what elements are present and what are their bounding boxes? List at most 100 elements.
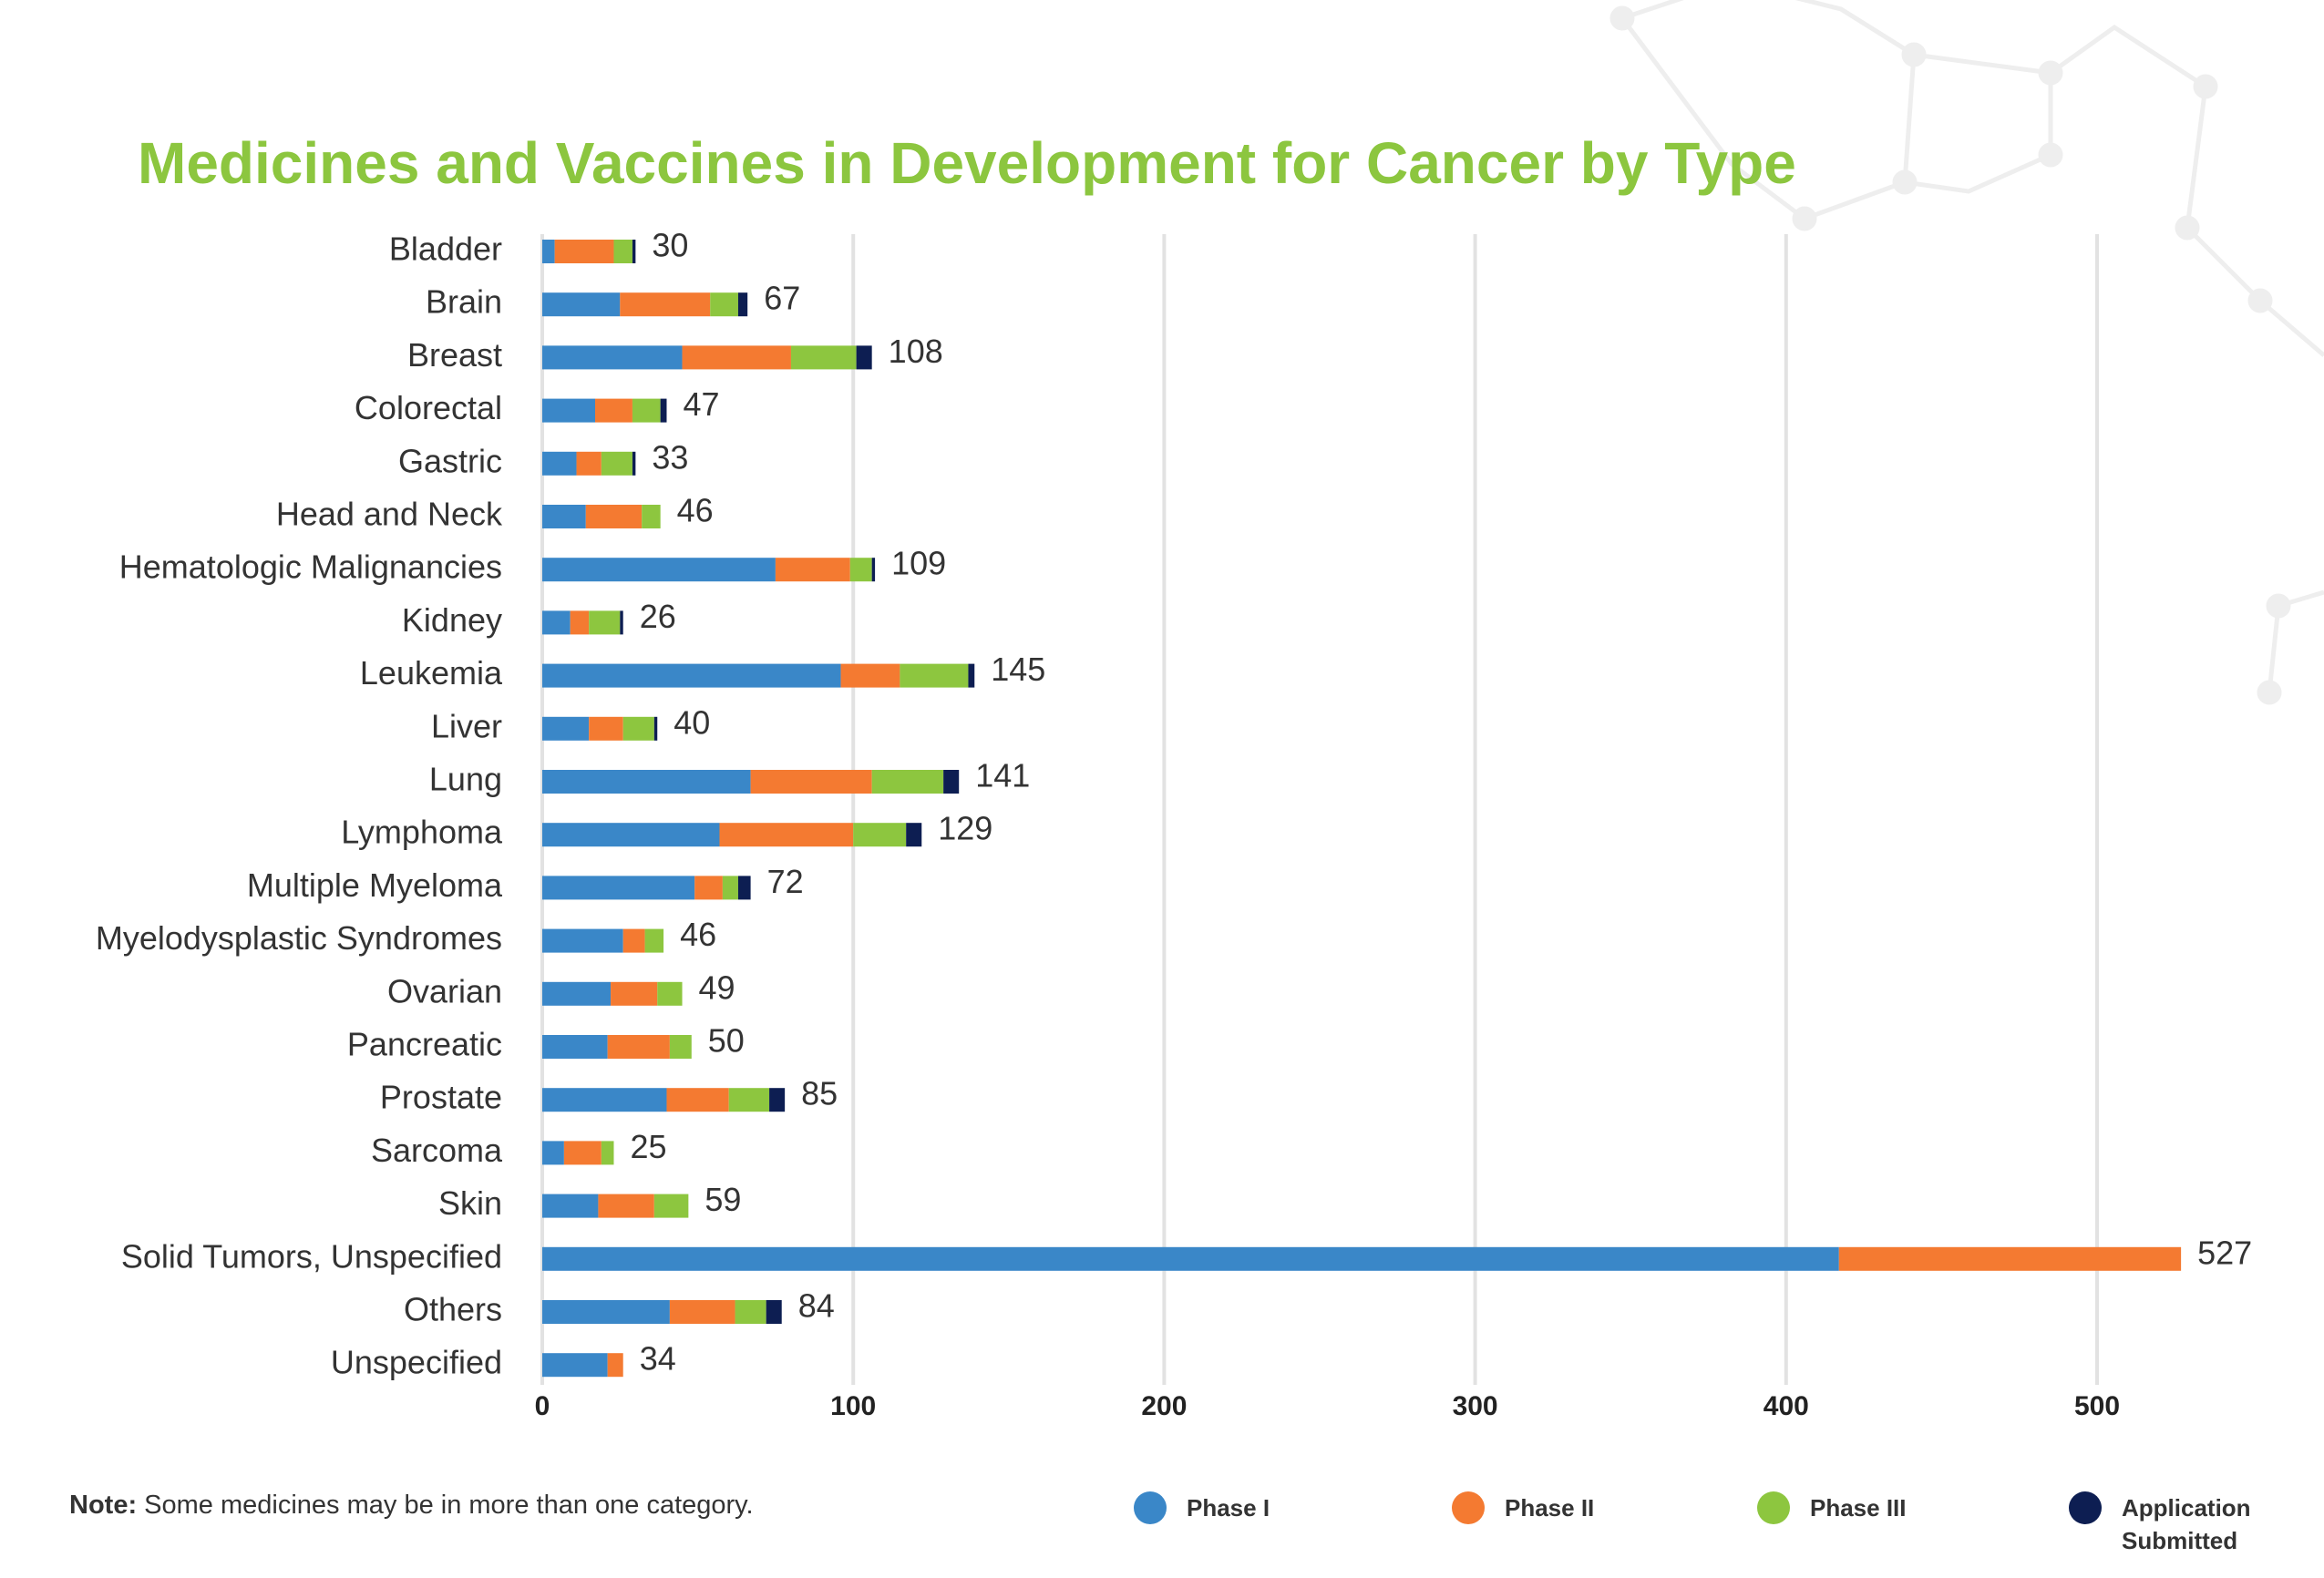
y-tick-label: Breast [407,336,502,374]
bar-segment [1838,1246,2182,1271]
bar-segment [589,610,621,635]
bar-segment [613,240,632,263]
bar-segment [542,292,621,317]
total-label: 109 [891,545,946,582]
legend-swatch [1452,1491,1485,1524]
total-label: 67 [764,280,800,317]
bar-segment [906,823,922,847]
bar-segment [728,1088,770,1112]
y-tick-label: Lymphoma [341,814,503,851]
total-label: 527 [2197,1234,2252,1271]
bar-segment [722,876,738,900]
y-tick-label: Skin [438,1184,502,1222]
y-tick-label: Lung [429,761,502,798]
bar-segment [840,663,900,688]
bar-segment [632,398,661,423]
x-tick-label: 200 [1141,1391,1187,1421]
y-tick-label: Gastric [398,442,502,479]
bar-segment [542,716,590,741]
bar-segment [790,345,857,370]
legend-swatch [1757,1491,1790,1524]
y-tick-label: Unspecified [331,1344,502,1381]
total-label: 129 [938,810,992,847]
legend-label: Application Submitted [2122,1494,2251,1554]
total-label: 30 [652,227,688,264]
y-tick-label: Colorectal [355,389,502,426]
total-label: 25 [630,1128,666,1165]
bar-segment [750,770,872,794]
bar-segment [644,928,664,953]
bar-segment [542,876,695,900]
total-label: 84 [798,1287,835,1325]
bar-segment [657,981,683,1006]
bar-segment [542,398,596,423]
bar-segment [542,1088,667,1112]
note-label: Note: [69,1491,138,1520]
bar-segment [598,1194,654,1218]
bar-segment [632,240,636,263]
total-label: 46 [677,492,714,529]
bar-segment [589,716,623,741]
total-label: 145 [991,651,1045,688]
legend-swatch [1134,1491,1167,1524]
bar-segment [607,1035,670,1059]
y-tick-label: Myelodysplastic Syndromes [96,919,502,957]
x-tick-label: 300 [1453,1391,1498,1421]
bar-segment [542,610,571,635]
bar-segment [694,876,723,900]
y-tick-label: Solid Tumors, Unspecified [121,1237,502,1275]
bar-segment [542,1353,608,1378]
total-label: 47 [683,385,719,423]
bar-segment [632,451,636,476]
bar-segment [660,398,667,423]
bar-segment [719,823,854,847]
total-label: 26 [640,598,676,635]
bar-segment [601,1141,614,1165]
bar-segment [542,1246,1839,1271]
bar-segment [542,345,683,370]
bar-segment [563,1141,602,1165]
x-tick-label: 500 [2074,1391,2120,1421]
bar-segment [769,1088,786,1112]
total-label: 108 [889,333,943,370]
bar-segment [542,928,623,953]
bar-segment [622,716,654,741]
x-tick-label: 100 [830,1391,876,1421]
legend-swatch [2069,1491,2102,1524]
bar-segment [735,1300,766,1324]
bar-segment [542,240,555,263]
bar-segment [601,451,632,476]
x-tick-label: 400 [1764,1391,1809,1421]
y-tick-label: Kidney [402,601,502,639]
bar-segment [856,345,872,370]
bar-segment [682,345,791,370]
legend-label: Phase II [1505,1494,1595,1522]
total-label: 50 [708,1022,745,1060]
bar-segment [622,928,645,953]
y-tick-label: Prostate [380,1079,502,1116]
bar-segment [595,398,632,423]
y-tick-label: Multiple Myeloma [247,866,503,904]
bar-segment [710,292,738,317]
bar-segment [669,1035,692,1059]
bar-segment [666,1088,729,1112]
bar-segment [542,663,841,688]
chart-title: Medicines and Vaccines in Development fo… [138,130,1796,196]
bar-segment [766,1300,782,1324]
y-tick-label: Others [404,1291,502,1328]
bar-segment [642,505,661,528]
total-label: 72 [767,863,804,900]
bar-segment [542,981,612,1006]
bar-segment [542,1194,599,1218]
bar-segment [900,663,969,688]
total-label: 85 [801,1075,838,1112]
total-label: 40 [674,703,710,741]
bar-segment [542,770,751,794]
bar-segment [576,451,602,476]
bar-segment [542,1141,564,1165]
total-label: 59 [704,1181,741,1218]
y-tick-label: Bladder [389,231,502,268]
total-label: 141 [975,757,1030,794]
y-tick-label: Brain [426,283,502,321]
